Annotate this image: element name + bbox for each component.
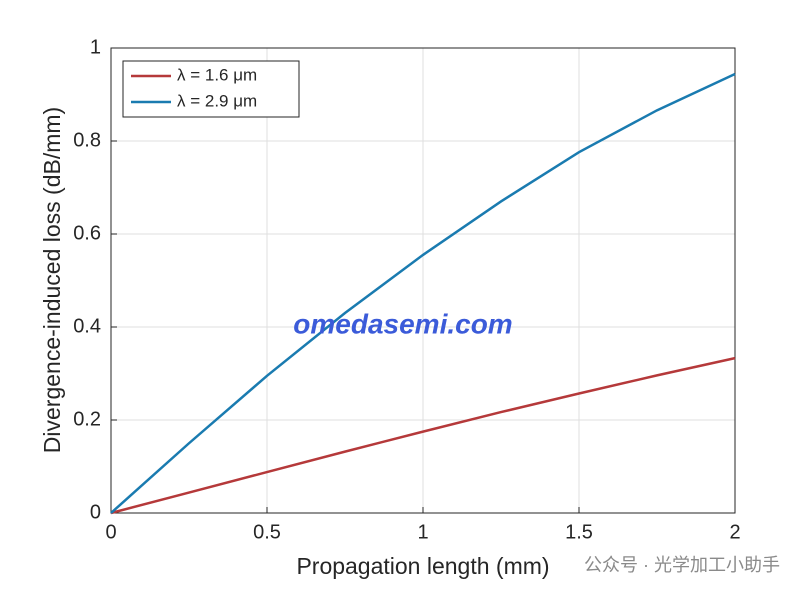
y-tick-label: 0.4	[73, 315, 101, 337]
y-tick-label: 0.2	[73, 408, 101, 430]
y-tick-label: 1	[90, 36, 101, 58]
axes-box	[110, 47, 736, 514]
legend-box	[122, 60, 300, 118]
y-tick-label: 0.8	[73, 129, 101, 151]
legend-label: λ = 2.9 μm	[177, 91, 257, 110]
line	[110, 72, 736, 514]
x-tick-label: 1	[417, 521, 428, 543]
x-tick-label: 1.5	[565, 521, 593, 543]
watermark: 公众号 · 光学加工小助手	[584, 555, 780, 575]
y-tick-label: 0	[90, 501, 101, 523]
watermark: omedasemi.com	[293, 308, 512, 339]
x-axis-label: Propagation length (mm)	[296, 553, 549, 579]
legend-label: λ = 1.6 μm	[177, 65, 257, 84]
x-tick-label: 0.5	[253, 521, 281, 543]
y-axis-label: Divergence-induced loss (dB/mm)	[39, 107, 65, 453]
y-tick-label: 0.6	[73, 222, 101, 244]
x-tick-label: 2	[729, 521, 740, 543]
x-tick-label: 0	[105, 521, 116, 543]
line	[110, 356, 736, 515]
